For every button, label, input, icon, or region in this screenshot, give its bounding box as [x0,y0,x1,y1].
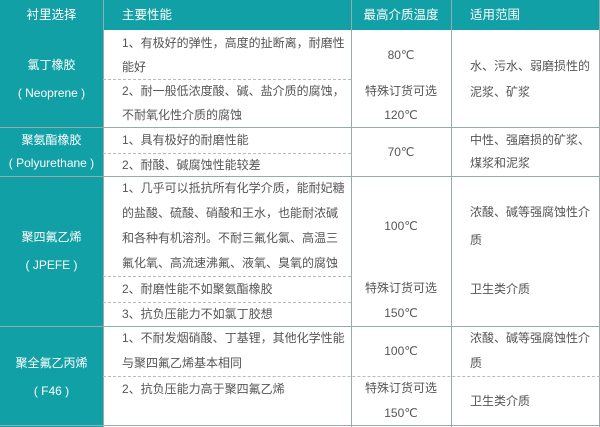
lining-name: 聚全氟乙丙烯 [15,355,88,370]
scope: 卫生类介质 [470,282,531,296]
dashed-divider [103,276,351,277]
property: 1、有极好的弹性，高度的扯断离，耐磨性能好 [122,35,345,74]
temp-special: 特殊订货可选 150℃ [351,276,451,326]
lining-polyurethane: 聚氨酯橡胶 ( Polyurethane ) [0,127,103,176]
divider [0,127,600,128]
temp: 70℃ [387,144,415,159]
header-lining: 衬里选择 [0,0,103,30]
scope: 卫生类介质 [470,394,531,408]
temp: 80℃ [387,47,415,62]
lining-name: 聚四氟乙烯 [21,230,82,244]
header-temperature: 最高介质温度 [351,0,451,30]
temp: 100℃ [384,219,418,233]
property: 1、不耐发烟硝酸、丁基锂，其他化学性能与聚四氟乙烯基本相同 [122,331,345,370]
divider [351,0,352,427]
dashed-divider [103,153,351,154]
scope: 中性、强磨损的矿浆、煤浆和泥浆 [470,132,591,170]
temp-special-value: 120℃ [384,108,418,122]
temp-special: 特殊订货可选 120℃ [351,79,451,127]
temp-special-value: 150℃ [384,406,418,420]
header-properties: 主要性能 [103,0,351,30]
property: 1、几乎可以抵抗所有化学介质，能耐妃糖的盐酸、硫酸、硝酸和王水，也能耐浓碱和各种… [122,181,345,270]
lining-en-name: ( Polyurethane ) [8,155,95,170]
property: 3、抗负压能力不如氯丁胶想 [122,307,273,321]
divider [103,0,104,427]
temp-special-value: 150℃ [384,306,418,320]
temp-special-note: 特殊订货可选 [364,281,437,295]
divider [0,326,600,327]
lining-ptfe: 聚四氟乙烯 ( JPEFE ) [0,176,103,326]
temp-special: 特殊订货可选 150℃ [351,376,451,426]
dashed-divider [103,376,600,377]
divider [0,176,600,177]
lining-f46: 聚全氟乙丙烯 ( F46 ) [0,326,103,427]
property: 1、具有极好的耐磨性能 [122,133,249,147]
property: 2、耐一般低浓度酸、碱、盐介质的腐蚀，不耐氧化性介质的腐蚀 [122,84,345,122]
lining-en-name: ( JPEFE ) [25,258,78,272]
lining-name: 氯丁橡胶 [27,57,76,72]
lining-en-name: ( F46 ) [33,383,70,398]
dashed-divider [103,302,351,303]
property: 2、耐酸、碱腐蚀性能较差 [122,157,261,172]
header-scope: 适用范围 [451,0,600,30]
lining-name: 聚氨酯橡胶 [21,132,82,147]
divider [451,0,452,427]
lining-neoprene: 氯丁橡胶 ( Neoprene ) [0,30,103,127]
property: 2、耐磨性能不如聚氨酯橡胶 [122,282,273,296]
divider [0,425,600,426]
scope: 水、污水、弱磨损性的泥浆、矿浆 [470,58,591,99]
scope: 浓酸、碱等强腐蚀性介质 [470,205,591,247]
temp-special-note: 特殊订货可选 [364,84,437,98]
scope: 浓酸、碱等强腐蚀性介质 [470,331,591,370]
temp: 100℃ [384,344,418,358]
dashed-divider [103,79,351,80]
property: 2、抗负压能力高于聚四氟乙烯 [122,382,285,396]
temp-special-note: 特殊订货可选 [364,381,437,395]
lining-en-name: ( Neoprene ) [17,85,86,100]
